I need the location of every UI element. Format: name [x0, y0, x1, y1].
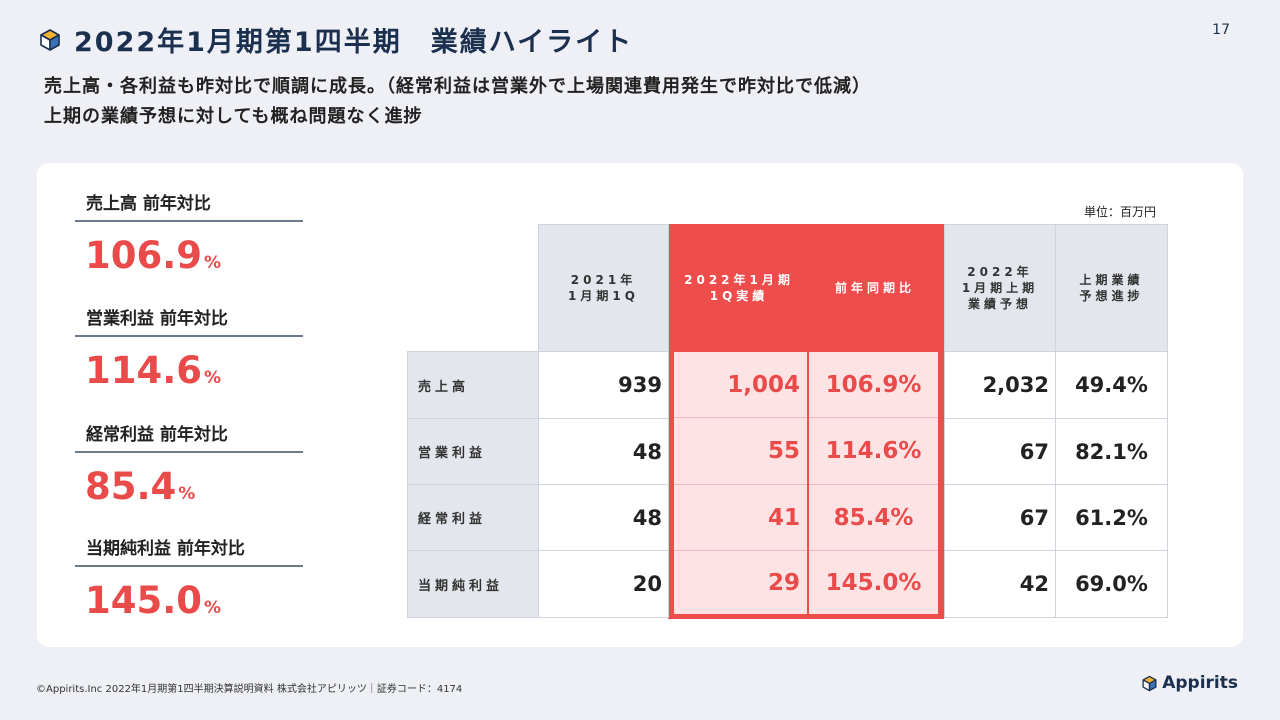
cube-icon	[1142, 675, 1157, 691]
kpi-value: 85.4%	[85, 465, 196, 508]
table-unit: 単位：百万円	[1084, 205, 1157, 219]
col-header-yoy: 前年同期比	[834, 281, 915, 295]
cell-progress: 49.4%	[1055, 351, 1168, 419]
kpi-label: 当期純利益 前年対比	[75, 535, 303, 567]
kpi-label: 経常利益 前年対比	[75, 421, 303, 453]
page-title: 2022年1月期第1四半期 業績ハイライト	[74, 27, 634, 58]
kpi-sales: 売上高 前年対比 106.9%	[75, 190, 303, 287]
row-header: 売上高	[407, 351, 539, 419]
cell-yoy: 85.4%	[809, 485, 938, 551]
cell-prev-1q: 48	[538, 418, 669, 485]
cell-curr-1q: 41	[674, 485, 808, 551]
cell-progress: 69.0%	[1055, 550, 1168, 618]
company-logo: Appirits	[1141, 673, 1238, 693]
lead-line-1: 売上高・各利益も昨対比で順調に成長。（経常利益は営業外で上場関連費用発生で昨対比…	[44, 76, 871, 97]
col-header-progress: 上期業績 予想進捗	[1055, 224, 1168, 352]
row-header: 当期純利益	[407, 550, 539, 618]
slide-title: 2022年1月期第1四半期 業績ハイライト	[38, 20, 633, 59]
kpi-ordinary-profit: 経常利益 前年対比 85.4%	[75, 421, 303, 518]
cell-prev-1q: 939	[538, 351, 669, 419]
cell-yoy: 106.9%	[809, 352, 938, 418]
cell-progress: 61.2%	[1055, 484, 1168, 551]
cell-prev-1q: 48	[538, 484, 669, 551]
cell-forecast: 67	[944, 484, 1056, 551]
cell-forecast: 2,032	[944, 351, 1056, 419]
col-header-prev-1q: 2021年 1月期1Q	[538, 224, 669, 352]
kpi-operating-profit: 営業利益 前年対比 114.6%	[75, 305, 303, 402]
cell-forecast: 42	[944, 550, 1056, 618]
kpi-value: 106.9%	[85, 234, 222, 277]
kpi-label: 売上高 前年対比	[75, 190, 303, 222]
kpi-net-profit: 当期純利益 前年対比 145.0%	[75, 535, 303, 632]
col-header-curr-1q: 2022年1月期 1Q実績	[684, 273, 794, 303]
cell-yoy: 145.0%	[809, 551, 938, 614]
kpi-label: 営業利益 前年対比	[75, 305, 303, 337]
row-header: 営業利益	[407, 418, 539, 485]
logo-text: Appirits	[1162, 673, 1238, 693]
cell-forecast: 67	[944, 418, 1056, 485]
cell-progress: 82.1%	[1055, 418, 1168, 485]
kpi-value: 114.6%	[85, 349, 222, 392]
highlight-divider	[807, 352, 809, 614]
lead-text: 売上高・各利益も昨対比で順調に成長。（経常利益は営業外で上場関連費用発生で昨対比…	[44, 72, 871, 132]
row-header: 経常利益	[407, 484, 539, 551]
col-header-forecast: 2022年 1月期上期 業績予想	[944, 224, 1056, 352]
cell-yoy: 114.6%	[809, 418, 938, 485]
cell-prev-1q: 20	[538, 550, 669, 618]
cell-curr-1q: 1,004	[674, 352, 808, 418]
footer-text: ©Appirits.Inc 2022年1月期第1四半期決算説明資料 株式会社アピ…	[36, 684, 463, 695]
lead-line-2: 上期の業績予想に対しても概ね問題なく進捗	[44, 106, 423, 127]
cell-curr-1q: 29	[674, 551, 808, 614]
cell-curr-1q: 55	[674, 418, 808, 485]
cube-icon	[40, 28, 60, 51]
page-number: 17	[1212, 22, 1230, 38]
kpi-value: 145.0%	[85, 579, 222, 622]
